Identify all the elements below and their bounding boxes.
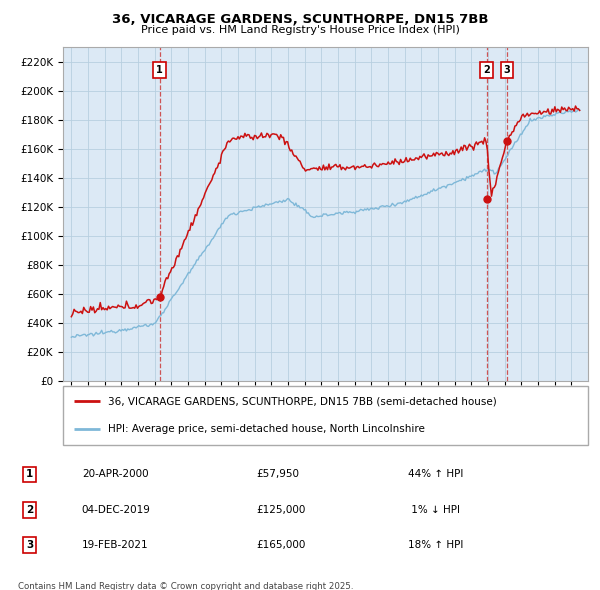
- Text: 3: 3: [26, 540, 33, 550]
- Text: 3: 3: [503, 65, 510, 76]
- Text: £57,950: £57,950: [256, 470, 299, 480]
- Text: 18% ↑ HPI: 18% ↑ HPI: [408, 540, 463, 550]
- Text: Price paid vs. HM Land Registry's House Price Index (HPI): Price paid vs. HM Land Registry's House …: [140, 25, 460, 35]
- Text: 44% ↑ HPI: 44% ↑ HPI: [408, 470, 463, 480]
- Text: 19-FEB-2021: 19-FEB-2021: [82, 540, 148, 550]
- Text: Contains HM Land Registry data © Crown copyright and database right 2025.
This d: Contains HM Land Registry data © Crown c…: [18, 582, 353, 590]
- FancyBboxPatch shape: [63, 386, 588, 445]
- Text: 36, VICARAGE GARDENS, SCUNTHORPE, DN15 7BB (semi-detached house): 36, VICARAGE GARDENS, SCUNTHORPE, DN15 7…: [107, 396, 496, 406]
- Text: 36, VICARAGE GARDENS, SCUNTHORPE, DN15 7BB: 36, VICARAGE GARDENS, SCUNTHORPE, DN15 7…: [112, 13, 488, 26]
- Text: 1: 1: [156, 65, 163, 76]
- Text: 04-DEC-2019: 04-DEC-2019: [82, 504, 151, 514]
- Text: 1% ↓ HPI: 1% ↓ HPI: [408, 504, 460, 514]
- Text: 2: 2: [26, 504, 33, 514]
- Text: HPI: Average price, semi-detached house, North Lincolnshire: HPI: Average price, semi-detached house,…: [107, 424, 425, 434]
- Text: £125,000: £125,000: [256, 504, 306, 514]
- Text: £165,000: £165,000: [256, 540, 306, 550]
- Text: 1: 1: [26, 470, 33, 480]
- Text: 20-APR-2000: 20-APR-2000: [82, 470, 148, 480]
- Text: 2: 2: [483, 65, 490, 76]
